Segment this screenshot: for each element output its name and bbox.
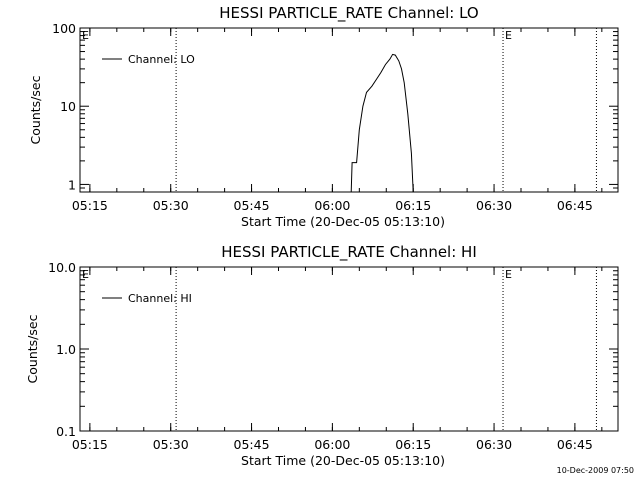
x-tick-label: 05:30 (153, 437, 189, 452)
marker-label: E (505, 268, 512, 281)
x-tick-label: 06:45 (557, 437, 593, 452)
x-tick-label: 05:15 (72, 198, 108, 213)
x-tick-label: 06:15 (395, 437, 431, 452)
y-tick-label: 10 (60, 99, 76, 114)
panel-lo: HESSI PARTICLE_RATE Channel: LO 05:15 05:3… (28, 4, 619, 229)
x-tick-label: 05:30 (153, 198, 189, 213)
x-axis-label: Start Time (20-Dec-05 05:13:10) (241, 453, 445, 468)
y-tick-label: 10.0 (48, 260, 76, 275)
marker-label: E (505, 29, 512, 42)
y-tick-label: 1 (68, 177, 76, 192)
marker-label: E (82, 29, 89, 42)
x-tick-label: 05:45 (234, 437, 270, 452)
y-axis-label: Counts/sec (25, 314, 40, 383)
x-tick-label: 05:15 (72, 437, 108, 452)
x-tick-label: 06:00 (314, 437, 350, 452)
x-tick-label: 06:00 (314, 198, 350, 213)
x-tick-label: 06:30 (476, 198, 512, 213)
legend-label: Channel: HI (128, 292, 192, 305)
chart-title: HESSI PARTICLE_RATE Channel: LO (219, 4, 478, 23)
series-line (350, 53, 414, 193)
y-tick-label: 100 (52, 21, 76, 36)
x-tick-label: 06:30 (476, 437, 512, 452)
x-tick-label: 06:45 (557, 198, 593, 213)
legend-label: Channel: LO (128, 53, 195, 66)
marker-label: E (82, 268, 89, 281)
x-tick-label: 06:15 (395, 198, 431, 213)
panel-hi: HESSI PARTICLE_RATE Channel: HI 05:15 05:3… (25, 243, 619, 468)
x-tick-label: 05:45 (234, 198, 270, 213)
y-tick-label: 1.0 (56, 342, 76, 357)
footer-timestamp: 10-Dec-2009 07:50 (557, 466, 634, 475)
y-axis-label: Counts/sec (28, 75, 43, 144)
y-tick-label: 0.1 (56, 424, 76, 439)
x-axis-label: Start Time (20-Dec-05 05:13:10) (241, 214, 445, 229)
chart-title: HESSI PARTICLE_RATE Channel: HI (221, 243, 477, 262)
